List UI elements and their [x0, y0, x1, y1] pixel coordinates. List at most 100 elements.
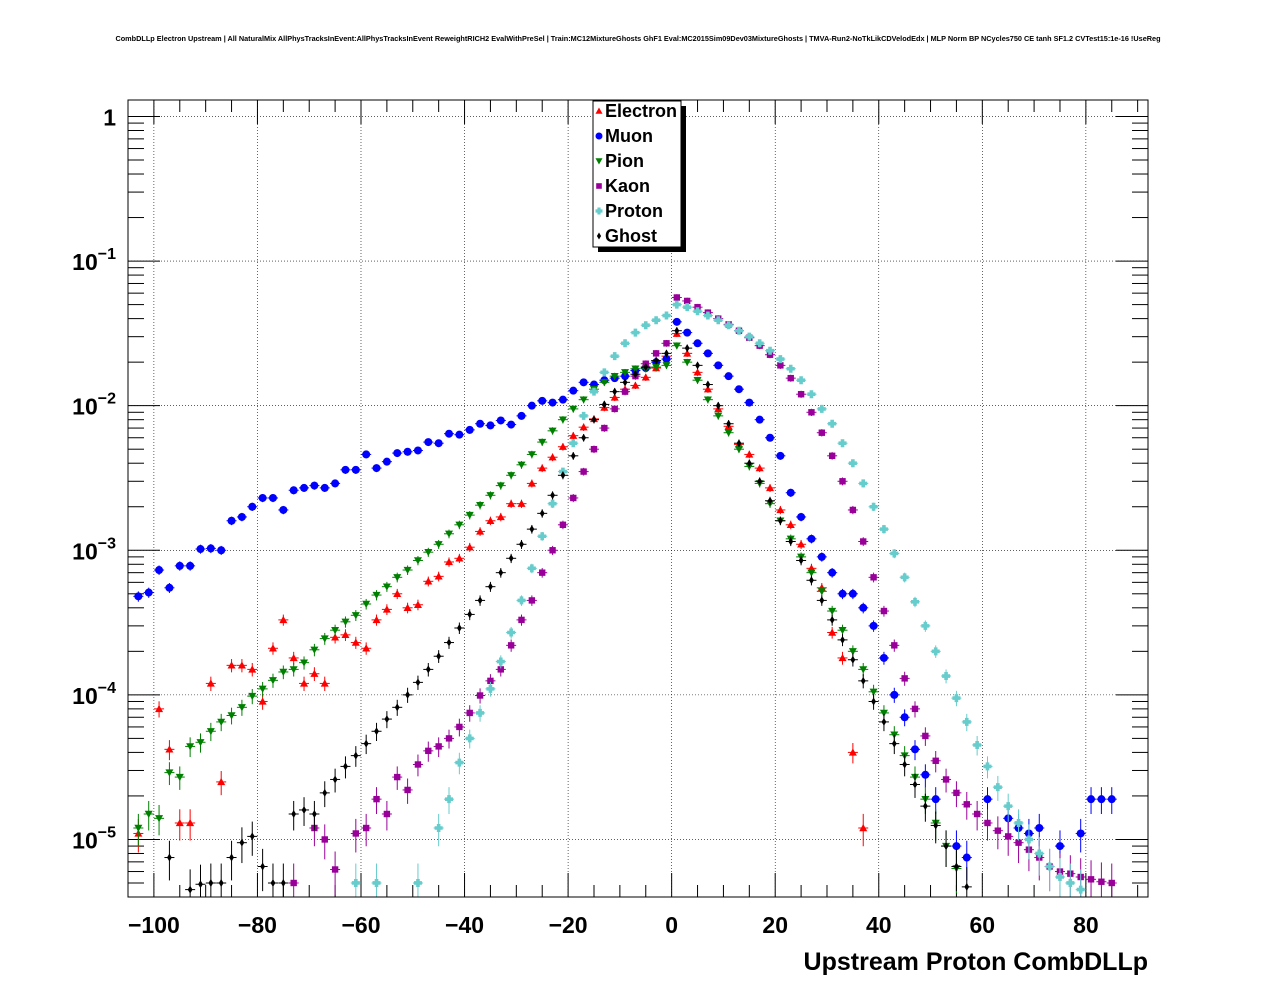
data-point	[299, 676, 310, 692]
point-marker	[217, 777, 226, 786]
data-point	[1075, 869, 1086, 897]
point-marker	[393, 449, 402, 458]
data-point	[226, 516, 237, 526]
point-marker	[343, 762, 348, 771]
data-point	[1003, 793, 1014, 822]
point-marker	[175, 561, 184, 570]
y-tick-label: 10−4	[72, 680, 116, 709]
data-point	[537, 532, 548, 541]
point-marker	[569, 405, 578, 413]
point-marker	[496, 512, 505, 521]
point-marker	[382, 605, 391, 613]
point-marker	[455, 758, 464, 767]
point-marker	[476, 708, 485, 717]
point-marker	[900, 713, 909, 722]
legend-label: Ghost	[605, 226, 657, 246]
point-marker	[570, 451, 576, 460]
point-marker	[736, 439, 742, 448]
data-point	[910, 596, 921, 608]
data-point	[640, 321, 651, 330]
point-marker	[662, 355, 671, 364]
data-point	[381, 711, 392, 729]
data-point	[920, 727, 931, 746]
data-point	[278, 665, 289, 680]
x-tick-label: −80	[238, 912, 277, 938]
data-point	[330, 851, 341, 895]
data-point	[827, 568, 838, 578]
data-point	[278, 863, 289, 897]
data-point	[899, 572, 910, 583]
data-point	[216, 545, 227, 555]
point-marker	[393, 574, 402, 582]
data-point	[640, 373, 651, 381]
data-point	[775, 516, 786, 526]
point-marker	[476, 692, 484, 699]
point-marker	[611, 405, 618, 413]
point-marker	[311, 809, 317, 818]
point-marker	[227, 661, 236, 669]
y-tick-base: 10	[72, 394, 98, 420]
data-point	[961, 791, 972, 820]
point-marker	[828, 607, 837, 616]
data-point	[951, 848, 962, 892]
y-tick-exponent: −3	[98, 535, 116, 552]
data-point	[506, 471, 517, 480]
data-point	[671, 294, 682, 301]
data-point	[475, 501, 486, 510]
data-point	[288, 663, 299, 677]
point-marker	[932, 757, 939, 764]
point-marker	[310, 481, 319, 490]
point-marker	[652, 316, 661, 325]
data-point	[433, 813, 444, 847]
point-marker	[838, 589, 847, 598]
data-point	[785, 364, 796, 373]
data-point	[682, 358, 693, 367]
data-point	[485, 421, 496, 430]
data-point	[847, 653, 858, 667]
point-marker	[931, 795, 940, 804]
point-marker	[206, 728, 215, 736]
point-marker	[558, 442, 567, 450]
data-point	[878, 651, 889, 665]
point-marker	[538, 396, 547, 405]
point-marker	[766, 351, 774, 358]
point-marker	[446, 638, 452, 647]
data-point	[620, 368, 631, 377]
legend-marker	[595, 207, 603, 215]
data-point	[889, 687, 900, 703]
data-point	[350, 746, 361, 767]
legend: Electron Muon Pion Kaon Proton Ghost	[592, 100, 686, 252]
point-marker	[134, 824, 143, 833]
data-point	[806, 390, 817, 399]
point-marker	[714, 316, 723, 325]
point-marker	[372, 615, 381, 624]
data-point	[412, 754, 423, 777]
point-marker	[362, 644, 371, 652]
point-marker	[394, 703, 400, 712]
data-point	[485, 516, 496, 526]
data-point	[433, 539, 444, 549]
data-point	[702, 396, 713, 404]
data-point	[433, 571, 444, 582]
point-marker	[714, 412, 723, 420]
point-marker	[290, 879, 297, 887]
point-marker	[206, 679, 215, 687]
data-point	[609, 372, 620, 381]
data-point	[506, 420, 517, 429]
data-point	[599, 378, 610, 387]
data-point	[526, 479, 537, 488]
point-marker	[403, 447, 412, 456]
point-marker	[477, 596, 483, 605]
data-point	[143, 800, 154, 831]
axis-ticks	[127, 100, 1148, 898]
y-tick-label: 10−2	[72, 391, 116, 420]
point-marker	[465, 734, 474, 743]
point-marker	[310, 646, 319, 654]
data-point	[164, 740, 175, 761]
data-point	[257, 681, 268, 697]
data-point	[464, 729, 475, 749]
point-marker	[331, 479, 340, 488]
point-marker	[859, 603, 868, 612]
point-marker	[248, 665, 257, 673]
point-marker	[362, 824, 370, 832]
